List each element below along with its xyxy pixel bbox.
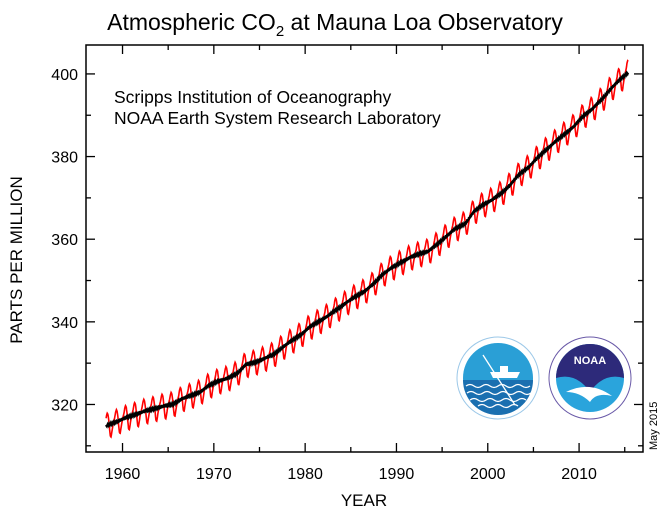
noaa-logo-text: NOAA [574, 355, 606, 367]
plot-frame [85, 44, 644, 453]
chart-title: Atmospheric CO2 at Mauna Loa Observatory [107, 9, 563, 40]
y-tick-label: 360 [51, 232, 78, 249]
y-axis-label: PARTS PER MILLION [7, 176, 26, 344]
x-tick-label: 1990 [379, 466, 415, 483]
seasonally-corrected-line [105, 70, 630, 429]
annotation-scripps: Scripps Institution of Oceanography [114, 87, 391, 107]
x-tick-label: 1970 [196, 466, 232, 483]
date-note: May 2015 [648, 402, 660, 450]
annotation-noaa: NOAA Earth System Research Laboratory [114, 108, 441, 128]
x-tick-label: 1980 [287, 466, 323, 483]
x-axis-label: YEAR [341, 491, 387, 510]
monthly-mean-line [105, 59, 629, 439]
noaa-logo: NOAA [548, 336, 632, 420]
x-tick-label: 2010 [561, 466, 597, 483]
x-tick-label: 2000 [470, 466, 506, 483]
y-tick-label: 380 [51, 150, 78, 167]
y-tick-label: 340 [51, 315, 78, 332]
y-tick-label: 320 [51, 397, 78, 414]
scripps-logo [456, 336, 540, 420]
y-tick-label: 400 [51, 67, 78, 84]
x-tick-label: 1960 [105, 466, 141, 483]
